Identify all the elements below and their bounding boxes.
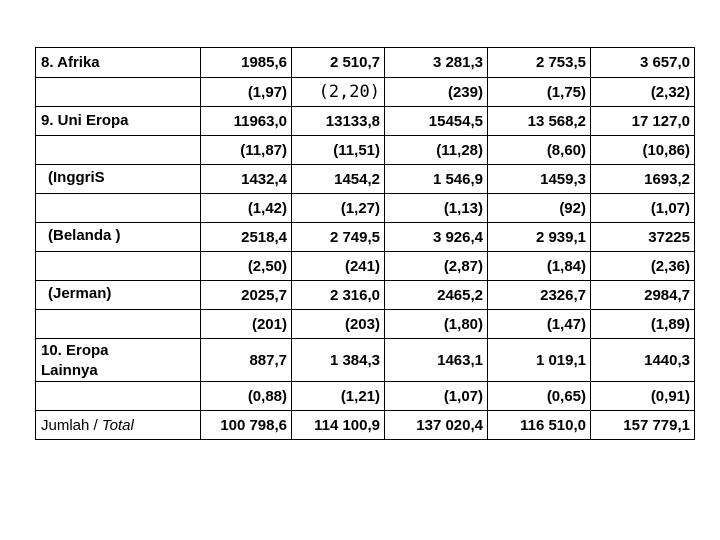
table-row: (Jerman) 2025,7 2 316,0 2465,2 2326,7 29…: [35, 280, 695, 310]
table-row: (201) (203) (1,80) (1,47) (1,89): [35, 309, 695, 339]
cell: 1454,2: [291, 164, 385, 194]
cell: 1440,3: [590, 338, 695, 382]
cell: 17 127,0: [590, 106, 695, 136]
cell: 3 281,3: [384, 47, 488, 78]
cell: 15454,5: [384, 106, 488, 136]
cell: 11963,0: [200, 106, 292, 136]
cell: (2,20): [291, 77, 385, 107]
cell: 2518,4: [200, 222, 292, 252]
cell: 2326,7: [487, 280, 591, 310]
cell: (11,28): [384, 135, 488, 165]
cell: (0,91): [590, 381, 695, 411]
row-label-empty: [35, 193, 201, 223]
cell-value: (2,20): [318, 82, 380, 102]
table-row: 8. Afrika 1985,6 2 510,7 3 281,3 2 753,5…: [35, 47, 695, 78]
cell: (0,88): [200, 381, 292, 411]
trade-table: 8. Afrika 1985,6 2 510,7 3 281,3 2 753,5…: [35, 47, 695, 440]
row-label-eropa-lainnya: 10. Eropa Lainnya: [35, 338, 201, 382]
cell: (2,50): [200, 251, 292, 281]
cell: 2 316,0: [291, 280, 385, 310]
cell: 137 020,4: [384, 410, 488, 440]
cell: (1,80): [384, 309, 488, 339]
cell: 3 657,0: [590, 47, 695, 78]
total-label-italic: Total: [101, 416, 134, 434]
cell: (2,36): [590, 251, 695, 281]
row-label-belanda: (Belanda ): [35, 222, 201, 252]
cell: (1,07): [384, 381, 488, 411]
cell: 1693,2: [590, 164, 695, 194]
cell: (2,87): [384, 251, 488, 281]
cell: 157 779,1: [590, 410, 695, 440]
cell: (1,27): [291, 193, 385, 223]
cell: (1,42): [200, 193, 292, 223]
cell: (201): [200, 309, 292, 339]
cell: 1459,3: [487, 164, 591, 194]
cell: 3 926,4: [384, 222, 488, 252]
cell: 2 753,5: [487, 47, 591, 78]
cell: 887,7: [200, 338, 292, 382]
cell: 2025,7: [200, 280, 292, 310]
cell: (239): [384, 77, 488, 107]
table-row: (2,50) (241) (2,87) (1,84) (2,36): [35, 251, 695, 281]
cell: (241): [291, 251, 385, 281]
cell: 13133,8: [291, 106, 385, 136]
row-label-inggris: (InggriS: [35, 164, 201, 194]
cell: 116 510,0: [487, 410, 591, 440]
row-label-empty: [35, 381, 201, 411]
cell: 1 546,9: [384, 164, 488, 194]
table-row: 9. Uni Eropa 11963,0 13133,8 15454,5 13 …: [35, 106, 695, 136]
total-label-plain: Jumlah /: [41, 416, 102, 434]
cell: (11,87): [200, 135, 292, 165]
cell: (1,75): [487, 77, 591, 107]
cell: 2 939,1: [487, 222, 591, 252]
cell: (11,51): [291, 135, 385, 165]
cell: 13 568,2: [487, 106, 591, 136]
cell: (8,60): [487, 135, 591, 165]
table-row: (Belanda ) 2518,4 2 749,5 3 926,4 2 939,…: [35, 222, 695, 252]
table-row: (0,88) (1,21) (1,07) (0,65) (0,91): [35, 381, 695, 411]
table-row: (11,87) (11,51) (11,28) (8,60) (10,86): [35, 135, 695, 165]
row-label-empty: [35, 77, 201, 107]
cell: (1,84): [487, 251, 591, 281]
cell: (1,89): [590, 309, 695, 339]
cell: 1985,6: [200, 47, 292, 78]
cell: 100 798,6: [200, 410, 292, 440]
cell: 1 019,1: [487, 338, 591, 382]
cell: (1,97): [200, 77, 292, 107]
row-label-empty: [35, 309, 201, 339]
row-label-uni-eropa: 9. Uni Eropa: [35, 106, 201, 136]
table-row: (1,42) (1,27) (1,13) (92) (1,07): [35, 193, 695, 223]
cell: 1432,4: [200, 164, 292, 194]
cell: (1,13): [384, 193, 488, 223]
cell: (1,47): [487, 309, 591, 339]
table-row: 10. Eropa Lainnya 887,7 1 384,3 1463,1 1…: [35, 338, 695, 382]
row-label-afrika: 8. Afrika: [35, 47, 201, 78]
row-label-empty: [35, 251, 201, 281]
cell: (1,07): [590, 193, 695, 223]
cell: 2 510,7: [291, 47, 385, 78]
table-row: (1,97) (2,20) (239) (1,75) (2,32): [35, 77, 695, 107]
row-label-line: Lainnya: [41, 362, 98, 379]
row-label-total: Jumlah / Total: [35, 410, 201, 440]
row-label-line: 10. Eropa: [41, 342, 109, 359]
cell: (10,86): [590, 135, 695, 165]
table-row-total: Jumlah / Total 100 798,6 114 100,9 137 0…: [35, 410, 695, 440]
cell: 2 749,5: [291, 222, 385, 252]
cell: 1 384,3: [291, 338, 385, 382]
cell: 2984,7: [590, 280, 695, 310]
row-label-jerman: (Jerman): [35, 280, 201, 310]
cell: 37225: [590, 222, 695, 252]
cell: (203): [291, 309, 385, 339]
table-row: (InggriS 1432,4 1454,2 1 546,9 1459,3 16…: [35, 164, 695, 194]
cell: (1,21): [291, 381, 385, 411]
cell: 114 100,9: [291, 410, 385, 440]
cell: (92): [487, 193, 591, 223]
cell: (0,65): [487, 381, 591, 411]
cell: (2,32): [590, 77, 695, 107]
row-label-empty: [35, 135, 201, 165]
cell: 1463,1: [384, 338, 488, 382]
cell: 2465,2: [384, 280, 488, 310]
